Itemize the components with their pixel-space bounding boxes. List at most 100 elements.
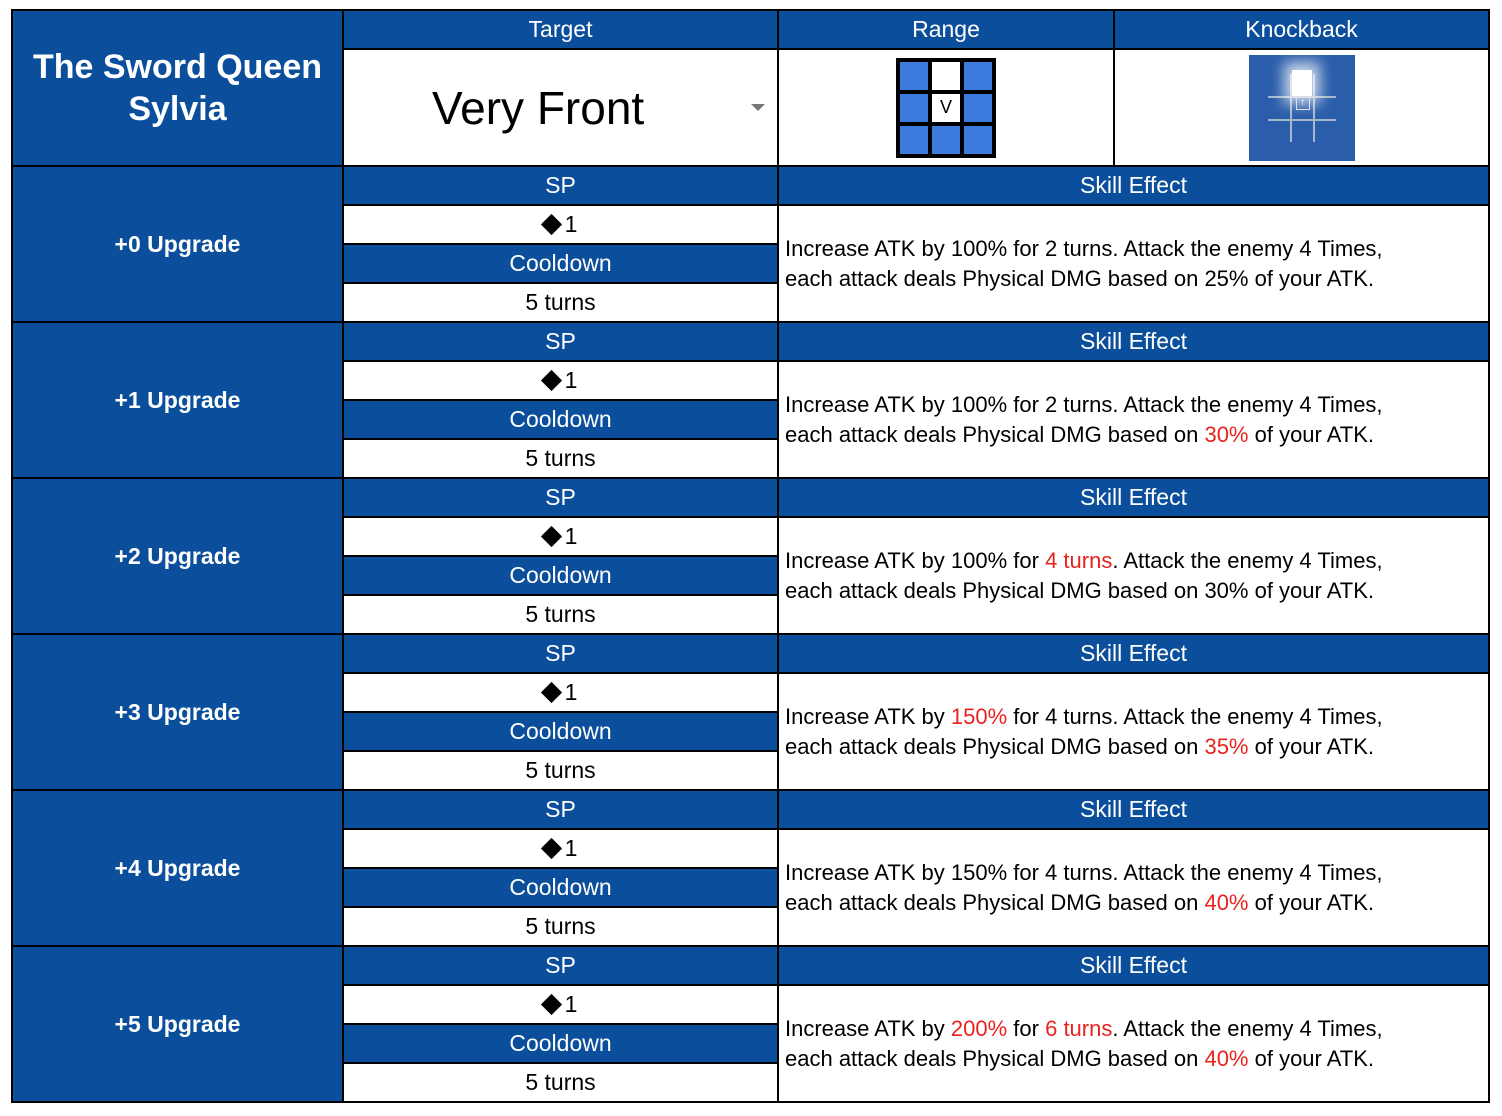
chevron-down-icon[interactable] (751, 104, 765, 111)
effect-segment: . Attack the enemy 4 Times, (1112, 547, 1383, 573)
upgrade-label: +5 Upgrade (13, 947, 344, 1103)
range-tile (964, 93, 992, 122)
effect-segment: Increase ATK by 100% for 2 turns. Attack… (785, 235, 1383, 261)
skill-effect-text: Increase ATK by 100% for 2 turns. Attack… (779, 362, 1490, 479)
highlight-value: 35% (1204, 733, 1249, 759)
target-dropdown[interactable]: Very Front (344, 50, 779, 167)
effect-segment: of your ATK. (1248, 733, 1375, 759)
sp-value-cell: 1 (344, 830, 779, 869)
diamond-icon (540, 369, 562, 392)
effect-segment: for 4 turns. Attack the enemy 4 Times, (1007, 703, 1383, 729)
effect-segment: of your ATK. (1248, 889, 1375, 915)
diamond-icon (540, 525, 562, 548)
skill-effect-header: Skill Effect (779, 947, 1490, 986)
effect-segment: . Attack the enemy 4 Times, (1112, 1015, 1383, 1041)
range-tile (900, 93, 928, 122)
skill-effect-paragraph: Increase ATK by 100% for 2 turns. Attack… (785, 390, 1383, 450)
upgrade-label: +4 Upgrade (13, 791, 344, 947)
sp-value: 1 (564, 991, 578, 1017)
range-tile (932, 125, 960, 154)
sp-value: 1 (564, 679, 578, 705)
skill-effect-header: Skill Effect (779, 791, 1490, 830)
effect-segment: Increase ATK by 100% for 2 turns. Attack… (785, 391, 1383, 417)
upgrade-label: +0 Upgrade (13, 167, 344, 323)
effect-segment: each attack deals Physical DMG based on … (785, 265, 1375, 291)
skill-effect-text: Increase ATK by 150% for 4 turns. Attack… (779, 674, 1490, 791)
cooldown-value: 5 turns (344, 908, 779, 947)
cooldown-value: 5 turns (344, 752, 779, 791)
effect-segment: Increase ATK by 100% for (785, 547, 1046, 573)
highlight-value: 40% (1204, 889, 1249, 915)
effect-segment: each attack deals Physical DMG based on (785, 421, 1205, 447)
range-grid-icon: V (896, 57, 996, 158)
sp-header: SP (344, 479, 779, 518)
cooldown-value: 5 turns (344, 596, 779, 635)
cooldown-header: Cooldown (344, 869, 779, 908)
skill-table: The Sword Queen Sylvia Target Range Knoc… (11, 9, 1490, 1103)
character-name-line1: The Sword Queen (32, 48, 323, 86)
effect-segment: each attack deals Physical DMG based on (785, 733, 1205, 759)
effect-segment: Increase ATK by 150% for 4 turns. Attack… (785, 859, 1383, 885)
target-header: Target (344, 11, 779, 50)
sp-value-cell: 1 (344, 518, 779, 557)
range-tile (932, 61, 960, 90)
diamond-icon (540, 213, 562, 236)
diamond-icon (540, 681, 562, 704)
effect-segment: each attack deals Physical DMG based on (785, 1045, 1205, 1071)
sp-value: 1 (564, 367, 578, 393)
sp-value-cell: 1 (344, 206, 779, 245)
highlight-value: 6 turns (1045, 1015, 1113, 1041)
sp-value-cell: 1 (344, 674, 779, 713)
sp-value-cell: 1 (344, 362, 779, 401)
effect-segment: Increase ATK by (785, 703, 951, 729)
sp-value: 1 (564, 835, 578, 861)
skill-effect-paragraph: Increase ATK by 100% for 4 turns. Attack… (785, 546, 1383, 606)
skill-effect-text: Increase ATK by 100% for 2 turns. Attack… (779, 206, 1490, 323)
character-name-cell: The Sword Queen Sylvia (13, 11, 344, 167)
skill-effect-text: Increase ATK by 100% for 4 turns. Attack… (779, 518, 1490, 635)
cooldown-header: Cooldown (344, 245, 779, 284)
effect-segment: for (1007, 1015, 1046, 1041)
target-value: Very Front (432, 81, 645, 134)
knockback-header: Knockback (1115, 11, 1490, 50)
cooldown-value: 5 turns (344, 1064, 779, 1103)
skill-effect-paragraph: Increase ATK by 150% for 4 turns. Attack… (785, 702, 1383, 762)
cooldown-header: Cooldown (344, 1025, 779, 1064)
upgrade-label: +3 Upgrade (13, 635, 344, 791)
sp-value-cell: 1 (344, 986, 779, 1025)
skill-effect-paragraph: Increase ATK by 150% for 4 turns. Attack… (785, 858, 1383, 918)
highlight-value: 4 turns (1045, 547, 1113, 573)
highlight-value: 40% (1204, 1045, 1249, 1071)
diamond-icon (540, 993, 562, 1016)
upgrade-label: +1 Upgrade (13, 323, 344, 479)
effect-segment: Increase ATK by (785, 1015, 951, 1041)
highlight-value: 150% (950, 703, 1008, 729)
skill-effect-text: Increase ATK by 200% for 6 turns. Attack… (779, 986, 1490, 1103)
cooldown-value: 5 turns (344, 440, 779, 479)
effect-segment: each attack deals Physical DMG based on … (785, 577, 1375, 603)
range-header: Range (779, 11, 1115, 50)
range-tile (900, 125, 928, 154)
knockback-icon: ↑ (1248, 54, 1355, 161)
skill-effect-header: Skill Effect (779, 635, 1490, 674)
skill-effect-text: Increase ATK by 150% for 4 turns. Attack… (779, 830, 1490, 947)
cooldown-value: 5 turns (344, 284, 779, 323)
range-tile (964, 61, 992, 90)
sp-header: SP (344, 947, 779, 986)
cooldown-header: Cooldown (344, 713, 779, 752)
range-tile (900, 61, 928, 90)
cooldown-header: Cooldown (344, 557, 779, 596)
range-tile-center: V (932, 93, 960, 122)
range-tile (964, 125, 992, 154)
sp-header: SP (344, 635, 779, 674)
skill-effect-paragraph: Increase ATK by 200% for 6 turns. Attack… (785, 1014, 1383, 1074)
diamond-icon (540, 837, 562, 860)
skill-effect-header: Skill Effect (779, 323, 1490, 362)
sp-header: SP (344, 167, 779, 206)
effect-segment: of your ATK. (1248, 421, 1375, 447)
arrow-up-icon: ↑ (1295, 95, 1310, 110)
sp-value: 1 (564, 211, 578, 237)
sp-header: SP (344, 791, 779, 830)
knockback-cell: ↑ (1115, 50, 1490, 167)
skill-effect-header: Skill Effect (779, 167, 1490, 206)
